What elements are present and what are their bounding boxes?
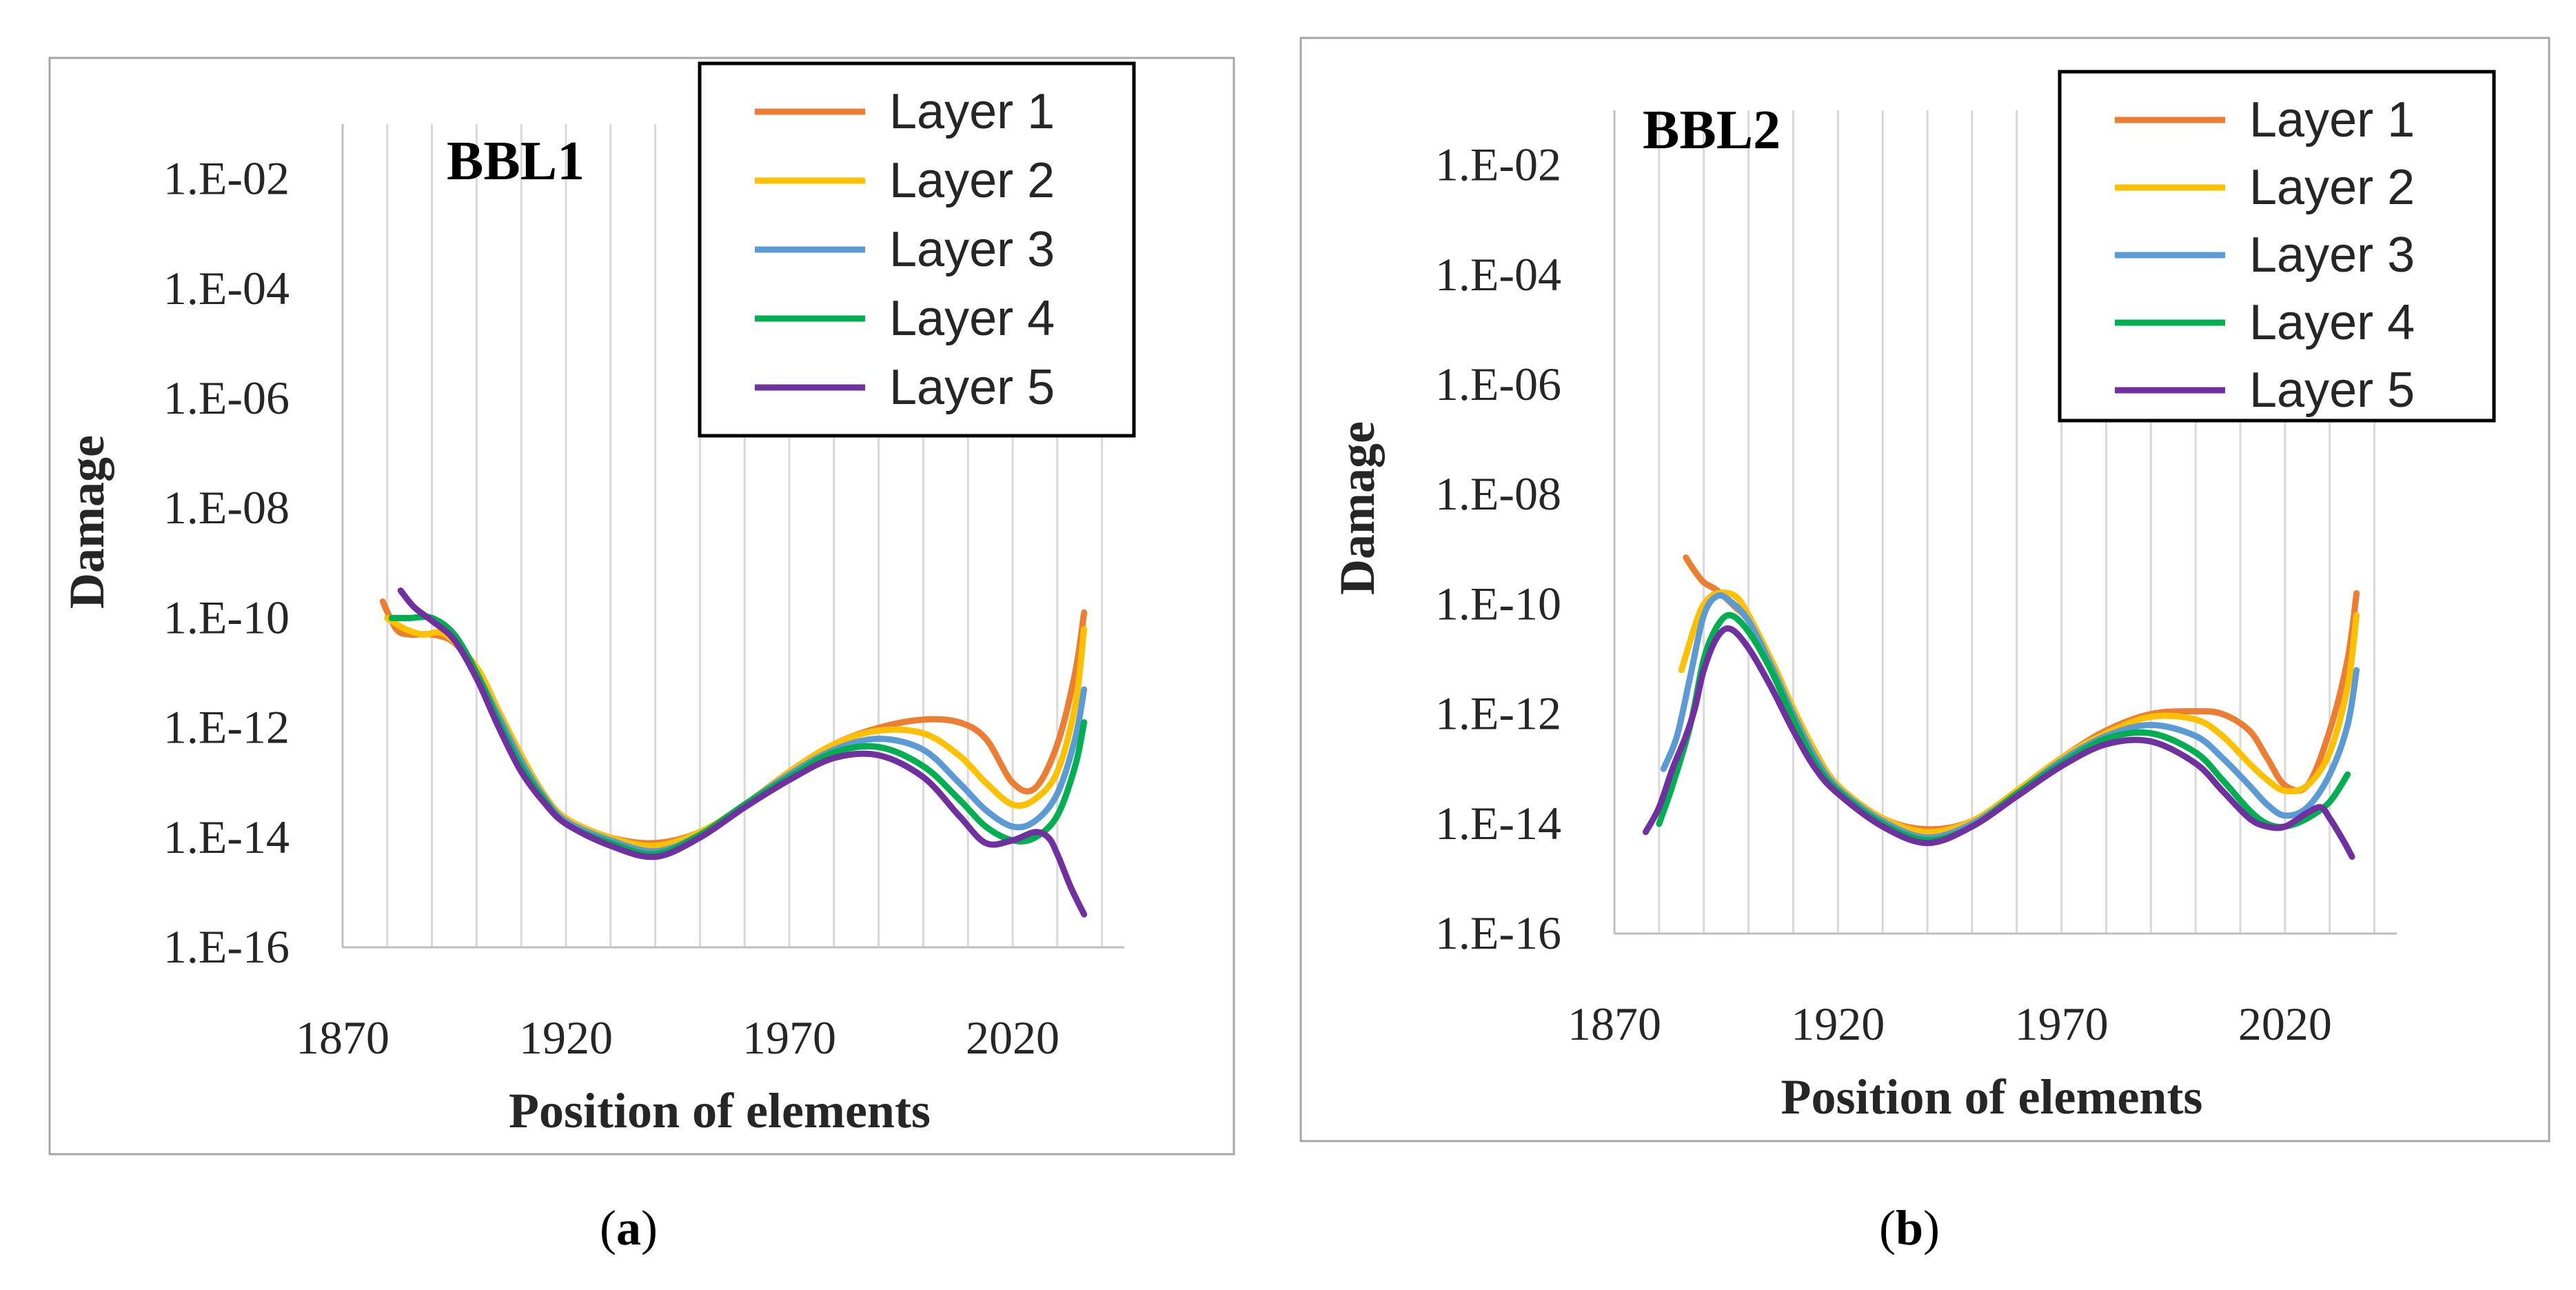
legend-label: Layer 4 [2249,295,2415,350]
chart-panel-b: 1.E-16 1.E-14 1.E-12 1.E-10 1.E-08 1.E-06 1.E-… [1288,0,2576,1290]
x-axis-title: Position of elements [1781,1069,2203,1125]
y-axis-title: Damage [1330,421,1385,595]
chart-b-svg: 1.E-16 1.E-14 1.E-12 1.E-10 1.E-08 1.E-06 1.E-… [1299,37,2550,1142]
y-tick-label: 1.E-10 [163,591,290,643]
series-lines [379,587,1088,918]
y-tick-label: 1.E-06 [163,372,290,424]
x-tick-label: 2020 [2238,998,2332,1050]
x-tick-label: 2020 [966,1011,1059,1064]
legend-label: Layer 5 [2249,363,2415,418]
y-tick-label: 1.E-14 [1435,797,1561,849]
chart-panel-a: 1.E-16 1.E-14 1.E-12 1.E-10 1.E-08 1.E-06 1.E-… [48,57,1235,1156]
legend-label: Layer 1 [889,84,1055,139]
legend-label: Layer 1 [2249,92,2415,148]
y-tick-label: 1.E-16 [1435,907,1561,959]
x-tick-label: 1970 [742,1011,836,1064]
legend-label: Layer 3 [889,222,1055,277]
legend: Layer 1 Layer 2 Layer 3 Layer 4 Layer 5 [2058,70,2496,423]
legend-label: Layer 4 [889,291,1055,346]
chart-a-svg: 1.E-16 1.E-14 1.E-12 1.E-10 1.E-08 1.E-06 1.E-… [48,57,1235,1156]
y-axis-title: Damage [59,435,114,609]
y-tick-label: 1.E-12 [1435,687,1561,740]
legend-label: Layer 5 [889,360,1055,415]
y-tick-label: 1.E-02 [1435,139,1561,191]
legend: Layer 1 Layer 2 Layer 3 Layer 4 Layer 5 [698,61,1136,438]
series-line-layer-5 [1642,625,2355,860]
y-tick-label: 1.E-04 [1435,248,1561,301]
y-tick-label: 1.E-08 [163,481,290,534]
y-tick-label: 1.E-08 [1435,467,1561,520]
x-tick-label: 1920 [519,1011,613,1064]
caption-a: (a) [600,1200,658,1256]
legend-label: Layer 2 [2249,160,2415,215]
y-tick-label: 1.E-16 [163,920,290,973]
y-tick-label: 1.E-04 [163,262,290,314]
x-tick-label: 1870 [1568,998,1661,1050]
y-tick-label: 1.E-02 [163,152,290,205]
caption-b: (b) [1879,1200,1940,1256]
series-lines [1642,554,2360,860]
panel-title: BBL1 [447,131,585,192]
x-tick-label: 1920 [1791,998,1885,1050]
x-tick-label: 1970 [2015,998,2109,1050]
x-tick-label: 1870 [296,1011,389,1064]
y-tick-label: 1.E-14 [163,811,290,863]
x-axis-title: Position of elements [509,1083,931,1138]
y-tick-label: 1.E-12 [163,701,290,754]
y-tick-label: 1.E-10 [1435,577,1561,629]
legend-box [2058,70,2496,423]
panel-title: BBL2 [1643,100,1781,161]
legend-label: Layer 2 [889,153,1055,208]
series-line-layer-5 [397,587,1088,918]
legend-label: Layer 3 [2249,228,2415,283]
y-tick-label: 1.E-06 [1435,358,1561,410]
